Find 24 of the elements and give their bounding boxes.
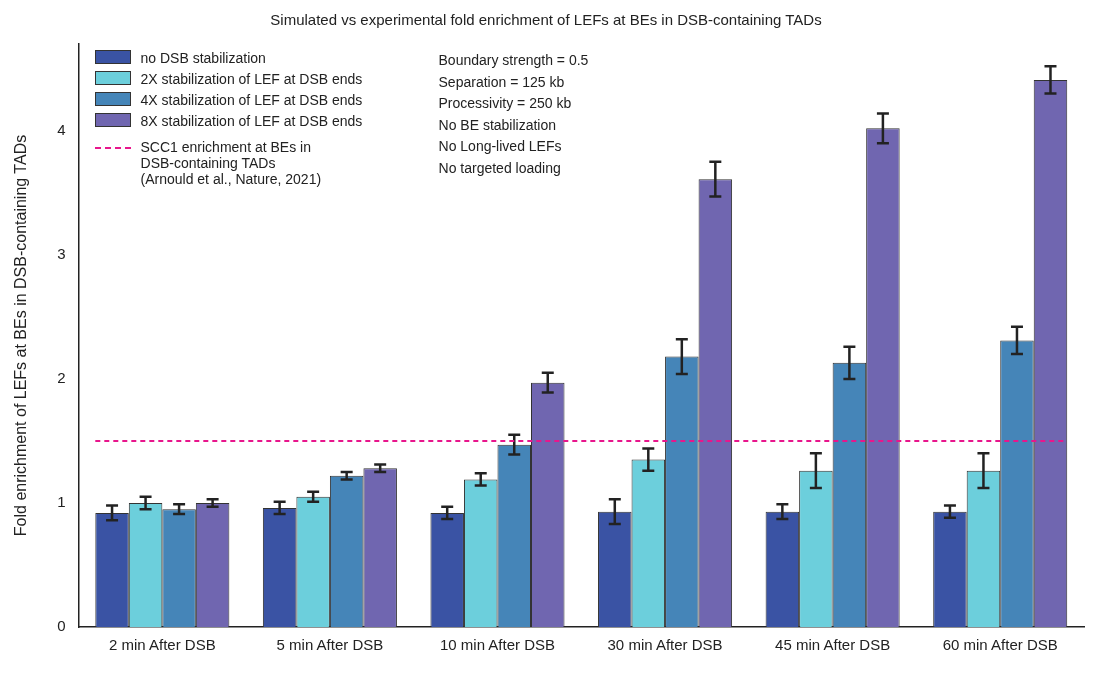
y-tick-label: 2 (57, 369, 66, 387)
legend-label: 4X stabilization of LEF at DSB ends (140, 92, 363, 108)
x-tick-label: 30 min After DSB (607, 636, 723, 654)
legend-label: SCC1 enrichment at BEs in DSB-containing TADs (Arnould et al., Nature, 2021) (140, 139, 323, 187)
x-tick-label: 45 min After DSB (775, 636, 891, 654)
y-tick-label: 3 (57, 245, 66, 263)
y-tick-label: 0 (57, 617, 66, 635)
legend-label: 2X stabilization of LEF at DSB ends (140, 71, 363, 87)
y-tick-label: 4 (57, 120, 66, 138)
annotation: No Long-lived LEFs (438, 137, 563, 156)
y-tick-label: 1 (57, 493, 66, 511)
x-tick-label: 60 min After DSB (942, 636, 1058, 654)
x-tick-label: 10 min After DSB (439, 636, 556, 654)
x-tick-label: 5 min After DSB (276, 636, 384, 654)
legend-label: 8X stabilization of LEF at DSB ends (140, 113, 363, 129)
annotation: No BE stabilization (438, 115, 558, 135)
annotation: Processivity = 250 kb (438, 94, 573, 113)
chart-title: Simulated vs experimental fold enrichment of LEFs at BEs in DSB-containing TADs (270, 11, 822, 29)
annotation: Boundary strength = 0.5 (438, 51, 589, 70)
legend-label: no DSB stabilization (140, 50, 266, 66)
x-tick-label: 2 min After DSB (108, 636, 216, 654)
annotation: No targeted loading (438, 158, 562, 178)
y-axis-title: Fold enrichment of LEFs at BEs in DSB-containing TADs (12, 134, 30, 537)
annotation: Separation = 125 kb (438, 72, 566, 92)
